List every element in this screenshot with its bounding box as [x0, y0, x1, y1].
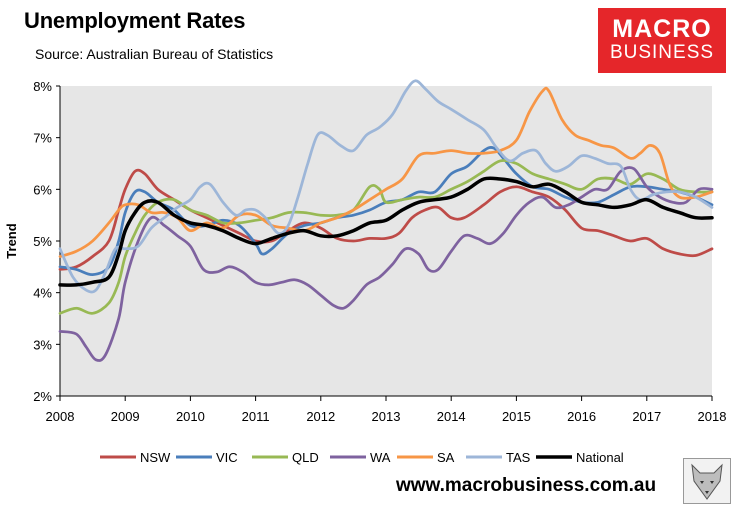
series-lines	[58, 79, 714, 362]
y-tick-label: 5%	[33, 234, 52, 249]
legend-label-tas: TAS	[506, 450, 531, 465]
chart-title: Unemployment Rates	[24, 8, 246, 33]
series-line-national	[58, 176, 714, 287]
macrobusiness-logo: MACRO BUSINESS	[598, 8, 726, 73]
y-axis: 2% 3% 4% 5% 6% 7% 8%	[33, 79, 61, 404]
y-tick-label: 6%	[33, 182, 52, 197]
x-tick-label: 2008	[46, 409, 75, 424]
series-line-sa	[58, 86, 714, 258]
y-axis-label: Trend	[4, 223, 19, 258]
series-line-qld	[58, 159, 714, 315]
y-tick-label: 8%	[33, 79, 52, 94]
legend: NSW VIC QLD WA SA TAS National	[100, 450, 624, 465]
y-tick-label: 3%	[33, 337, 52, 352]
y-tick-label: 2%	[33, 389, 52, 404]
fox-mascot-icon	[683, 458, 731, 504]
y-tick-label: 7%	[33, 131, 52, 146]
x-tick-label: 2013	[372, 409, 401, 424]
x-tick-label: 2015	[502, 409, 531, 424]
chart-source: Source: Australian Bureau of Statistics	[35, 46, 274, 62]
x-tick-label: 2014	[437, 409, 466, 424]
line-chart: 2%3%4%5%6%7%8% 2008 2009 2010 2011 2012 2013 2…	[4, 79, 727, 465]
logo-line-business: BUSINESS	[609, 42, 715, 63]
legend-label-sa: SA	[437, 450, 455, 465]
x-tick-label: 2012	[306, 409, 335, 424]
plot-area	[60, 86, 712, 396]
x-axis: 2008 2009 2010 2011 2012 2013 2014 2015 2016 2017…	[46, 395, 727, 424]
legend-label-vic: VIC	[216, 450, 238, 465]
x-tick-label: 2010	[176, 409, 205, 424]
legend-label-wa: WA	[370, 450, 391, 465]
x-tick-label: 2011	[242, 409, 270, 424]
legend-label-nsw: NSW	[140, 450, 171, 465]
x-tick-label: 2017	[632, 409, 661, 424]
x-tick-label: 2016	[567, 409, 596, 424]
legend-label-qld: QLD	[292, 450, 319, 465]
series-line-tas	[58, 79, 714, 294]
x-tick-label: 2009	[111, 409, 140, 424]
website-url: www.macrobusiness.com.au	[396, 475, 657, 496]
legend-label-national: National	[576, 450, 624, 465]
y-tick-label: 4%	[33, 286, 52, 301]
logo-line-macro: MACRO	[612, 15, 712, 43]
x-tick-label: 2018	[698, 409, 727, 424]
series-line-nsw	[58, 168, 714, 271]
